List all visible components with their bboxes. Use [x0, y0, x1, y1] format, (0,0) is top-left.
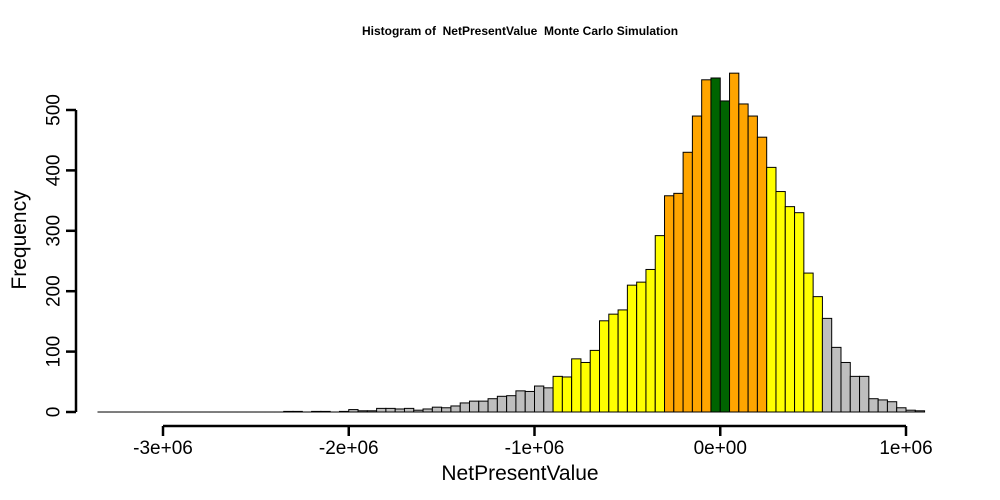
- histogram-bar: [599, 320, 610, 413]
- histogram-bar: [654, 235, 666, 413]
- x-axis-label: NetPresentValue: [441, 462, 599, 485]
- x-tick-label: -2e+06: [319, 438, 379, 459]
- histogram-bar: [608, 313, 619, 413]
- histogram-bar: [534, 385, 545, 413]
- histogram-bar: [673, 192, 684, 413]
- y-tick-label: 200: [44, 275, 65, 307]
- histogram-bar: [450, 405, 461, 413]
- histogram-bar: [812, 296, 823, 413]
- histogram-bar: [636, 281, 647, 413]
- histogram-bar: [775, 191, 786, 413]
- histogram-bar: [849, 375, 861, 413]
- histogram-bar: [645, 268, 656, 413]
- y-axis: 0 100 200 300 400 500: [44, 94, 78, 418]
- histogram-bar: [561, 376, 573, 413]
- y-tick-label: 0: [44, 407, 65, 418]
- histogram-bar: [821, 317, 833, 413]
- histogram-bar: [682, 151, 693, 413]
- histogram-bar: [385, 407, 396, 413]
- histogram-bar: [357, 410, 368, 413]
- y-tick-label: 100: [44, 336, 65, 368]
- histogram-bar: [766, 166, 777, 413]
- histogram-bar: [338, 410, 350, 413]
- histogram-bar: [311, 410, 322, 413]
- histogram-bar: [515, 390, 526, 413]
- y-axis-label: Frequency: [8, 190, 31, 290]
- histogram-bar: [524, 390, 536, 413]
- histogram-bar: [468, 400, 480, 413]
- x-tick-label: -3e+06: [133, 438, 193, 459]
- histogram-bar: [487, 398, 498, 413]
- histogram-bar: [701, 79, 712, 413]
- y-tick-label: 300: [44, 215, 65, 247]
- histogram-bar: [571, 358, 582, 413]
- histogram-bar: [552, 375, 563, 413]
- histogram-bar: [914, 410, 926, 413]
- histogram-bar: [292, 410, 303, 413]
- histogram-bar: [478, 400, 489, 413]
- histogram-bar: [320, 410, 331, 413]
- histogram-bar: [403, 407, 415, 413]
- histogram-bar: [784, 206, 796, 413]
- histogram-bar: [283, 410, 294, 413]
- histogram-bar: [626, 284, 638, 413]
- histogram-bar: [459, 402, 470, 413]
- histogram-bar: [859, 375, 870, 413]
- histogram-bar: [376, 407, 387, 413]
- histogram-bar: [366, 410, 378, 413]
- histogram-bar: [543, 387, 554, 413]
- histogram-bar: [738, 103, 749, 413]
- histogram-bar: [803, 272, 814, 413]
- y-tick-label: 500: [44, 94, 65, 126]
- histogram-bar: [617, 309, 628, 413]
- x-tick-label: 1e+06: [879, 438, 932, 459]
- x-tick-label: -1e+06: [505, 438, 565, 459]
- histogram-bar: [905, 409, 916, 413]
- histogram-bar: [877, 399, 888, 413]
- x-axis: -3e+06 -2e+06 -1e+06 0e+00 1e+06: [133, 424, 933, 459]
- histogram-bar: [691, 115, 703, 413]
- histogram-bar: [496, 395, 508, 413]
- y-tick-label: 400: [44, 155, 65, 187]
- histogram-bar: [868, 398, 879, 413]
- histogram-bar: [506, 395, 517, 413]
- histogram-bars: [97, 72, 926, 413]
- histogram-bar: [441, 407, 452, 413]
- histogram-bar: [413, 409, 424, 413]
- x-tick-label: 0e+00: [694, 438, 747, 459]
- histogram-bar: [589, 349, 601, 413]
- chart-title: Histogram of NetPresentValue Monte Carlo…: [361, 24, 679, 38]
- histogram-bar: [896, 407, 907, 413]
- histogram-bar: [348, 409, 359, 413]
- histogram-bar: [710, 77, 721, 413]
- histogram-bar: [664, 195, 675, 413]
- histogram-bar: [747, 115, 758, 413]
- histogram-bar: [580, 361, 591, 413]
- histogram-bar: [394, 408, 405, 413]
- histogram-bar: [431, 406, 443, 413]
- histogram-bar: [886, 401, 898, 413]
- histogram-bar: [756, 136, 768, 413]
- histogram-bar: [719, 100, 731, 413]
- histogram-bar: [422, 408, 433, 413]
- histogram-bar: [729, 72, 740, 413]
- histogram-bar: [840, 361, 851, 413]
- histogram-bar: [831, 346, 842, 413]
- histogram-bar: [794, 212, 805, 413]
